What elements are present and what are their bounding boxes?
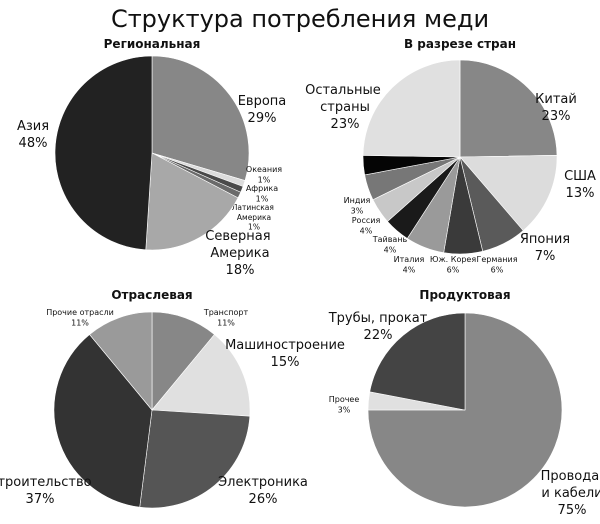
slice-value: 13% bbox=[566, 186, 595, 201]
slice-label: Индия bbox=[344, 196, 371, 205]
pie-slice bbox=[369, 312, 466, 411]
slice-value: 7% bbox=[535, 249, 556, 264]
slice-label: Африка bbox=[246, 184, 278, 193]
pie-slice bbox=[459, 155, 558, 232]
subtitle: Региональная bbox=[104, 37, 201, 51]
slice-value: 6% bbox=[447, 265, 460, 274]
pie-slice bbox=[151, 311, 215, 411]
slice-label: Провода и кабели bbox=[541, 469, 600, 501]
slice-value: 18% bbox=[226, 263, 255, 278]
slice-label: Европа bbox=[238, 94, 287, 109]
subtitle: Отраслевая bbox=[111, 288, 192, 302]
slice-value: 3% bbox=[338, 405, 351, 414]
slice-value: 4% bbox=[384, 245, 397, 254]
slice-value: 48% bbox=[19, 136, 48, 151]
slice-value: 4% bbox=[360, 226, 373, 235]
slice-value: 1% bbox=[256, 194, 269, 203]
slice-label: Трубы, прокат bbox=[328, 311, 428, 326]
slice-label: Строительство bbox=[0, 475, 92, 490]
slice-value: 22% bbox=[364, 328, 393, 343]
pie-slice bbox=[139, 409, 251, 509]
slice-label: Машиностроение bbox=[225, 338, 345, 353]
slice-value: 3% bbox=[351, 206, 364, 215]
slice-label: США bbox=[564, 169, 596, 184]
slice-value: 23% bbox=[542, 109, 571, 124]
pie-slice bbox=[362, 59, 461, 158]
slice-value: 6% bbox=[491, 265, 504, 274]
pie-slice bbox=[151, 334, 251, 417]
slice-value: 1% bbox=[248, 223, 260, 232]
slice-label: Юж. Корея bbox=[430, 255, 477, 264]
slice-label: Латинская Америка bbox=[232, 203, 277, 222]
pie-slice bbox=[54, 55, 153, 251]
slice-value: 26% bbox=[249, 492, 278, 507]
slice-label: Россия bbox=[352, 216, 381, 225]
subtitle: В разрезе стран bbox=[404, 37, 516, 51]
slice-label: Италия bbox=[394, 255, 425, 264]
subtitle: Продуктовая bbox=[419, 288, 510, 302]
slice-label: Китай bbox=[535, 92, 577, 107]
slice-value: 37% bbox=[26, 492, 55, 507]
slice-label: Прочие отрасли bbox=[46, 308, 114, 317]
slice-value: 75% bbox=[558, 503, 587, 518]
slice-value: 11% bbox=[71, 318, 89, 327]
slice-label: Остальные страны bbox=[305, 83, 385, 115]
main-title: Структура потребления меди bbox=[111, 5, 489, 33]
slice-label: Транспорт bbox=[203, 308, 249, 317]
slice-value: 15% bbox=[271, 355, 300, 370]
slice-label: Электроника bbox=[218, 475, 308, 490]
slice-label: Океания bbox=[246, 165, 282, 174]
pie-slice bbox=[145, 152, 239, 251]
slice-value: 4% bbox=[403, 265, 416, 274]
slice-label: Германия bbox=[476, 255, 517, 264]
slice-label: Япония bbox=[520, 232, 570, 247]
slice-value: 1% bbox=[258, 175, 271, 184]
slice-label: Тайвань bbox=[372, 235, 408, 244]
slice-label: Прочее bbox=[329, 395, 360, 404]
pie-slice bbox=[53, 334, 153, 508]
slice-value: 29% bbox=[248, 111, 277, 126]
pie-slice bbox=[459, 59, 558, 158]
slice-value: 11% bbox=[217, 318, 235, 327]
slice-label: Азия bbox=[17, 119, 49, 134]
pie-slice bbox=[367, 312, 563, 508]
slice-label: Северная Америка bbox=[205, 229, 274, 261]
pie-slice bbox=[151, 55, 250, 181]
slice-value: 23% bbox=[331, 117, 360, 132]
pie-slice bbox=[89, 311, 153, 411]
